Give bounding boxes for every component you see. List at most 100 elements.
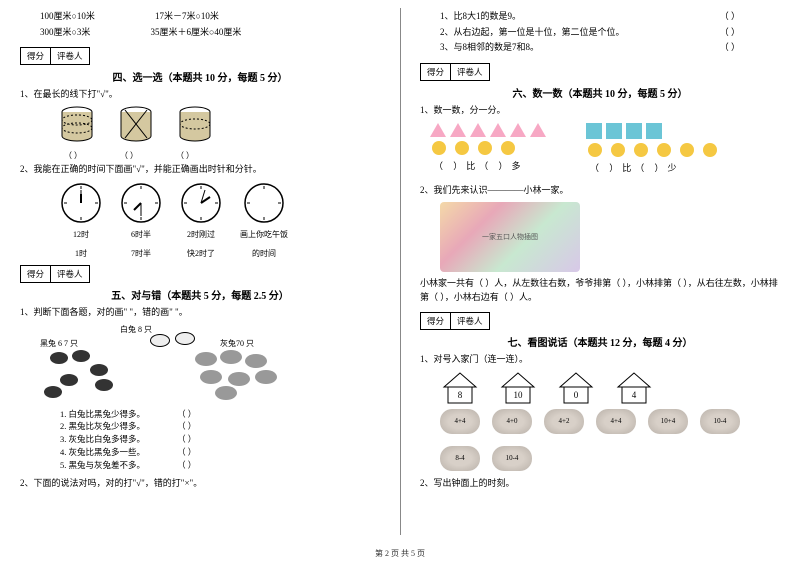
white-rabbit-label: 白兔 8 只 [120,324,152,335]
bracket-2: （ ） [120,150,138,161]
circle-icon [432,141,446,155]
s6-q1: 1、数一数，分一分。 [420,104,780,118]
svg-text:0: 0 [574,390,579,400]
s5-q1: 1、判断下面各题，对的画" "，错的画" "。 [20,306,380,320]
circle-icon [634,143,648,157]
rtf-1: 1、比8大1的数是9。 [440,10,521,24]
s5-q2: 2、下面的说法对吗，对的打"√"，错的打"×"。 [20,477,380,491]
clock-label-2b: 7时半 [120,248,162,259]
cylinder-row [60,106,380,146]
triangle-icon [470,123,486,137]
house-1: 8 [440,371,480,405]
score-label: 得分 [21,48,51,64]
s7-q2: 2、写出钟面上的时刻。 [420,477,780,491]
animal-6: 10-4 [700,409,740,434]
clock-4: 画上你吃午饭 的时间 [240,182,288,259]
circle-icon [501,141,515,155]
grader-label: 评卷人 [451,64,489,80]
animal-4: 4+4 [596,409,636,434]
circle-icon [611,143,625,157]
animal-5: 10+4 [648,409,688,434]
clock-label-1b: 1时 [60,248,102,259]
s6-q2: 2、我们先来认识————小林一家。 [420,184,780,198]
s7-q1: 1、对号入家门（连一连）。 [420,353,780,367]
tf-2: 2. 黑兔比灰兔少得多。 [60,421,145,431]
score-label: 得分 [421,64,451,80]
circle-icon [478,141,492,155]
section-7-title: 七、看图说话（本题共 12 分，每题 4 分） [420,334,780,349]
grader-label: 评卷人 [51,48,89,64]
section-6-title: 六、数一数（本题共 10 分，每题 5 分） [420,85,780,100]
house-4: 4 [614,371,654,405]
animals-row: 4+4 4+0 4+2 4+4 10+4 10-4 8-4 10-4 [440,409,760,471]
square-icon [626,123,642,139]
page-footer: 第 2 页 共 5 页 [0,548,800,559]
house-2: 10 [498,371,538,405]
circle-icon [455,141,469,155]
compare-less: （ ）比（ ）少 [590,161,717,174]
shapes-left: （ ）比（ ）多 [420,119,546,182]
rabbits-figure: 白兔 8 只 黑兔 6 7 只 灰兔70 只 [40,324,300,404]
square-icon [606,123,622,139]
cmp-1b: 17米－7米○10米 [155,10,219,24]
score-label: 得分 [421,313,451,329]
tf-statements: 1. 白兔比黑兔少得多。 （ ） 2. 黑兔比灰兔少得多。 （ ） 3. 灰兔比… [60,408,380,472]
triangle-icon [510,123,526,137]
house-3: 0 [556,371,596,405]
svg-text:10: 10 [514,390,524,400]
rtf-2: 2、从右边起，第一位是十位，第二位是个位。 [440,26,625,40]
score-label: 得分 [21,266,51,282]
clock-label-4: 画上你吃午饭 [240,229,288,240]
triangle-icon [430,123,446,137]
section-5-title: 五、对与错（本题共 5 分，每题 2.5 分） [20,287,380,302]
clock-label-3b: 快2时了 [180,248,222,259]
bracket-row: （ ） （ ） （ ） [64,150,380,161]
circle-icon [657,143,671,157]
tf-5: 5. 黑兔与灰兔差不多。 [60,460,145,470]
black-rabbit-label: 黑兔 6 7 只 [40,338,78,349]
clock-2: 6时半 7时半 [120,182,162,259]
cylinder-2 [119,106,153,146]
cylinder-3 [178,106,212,146]
animal-7: 8-4 [440,446,480,471]
comparison-block: 100厘米○10米 17米－7米○10米 300厘米○3米 35厘米＋6厘米○4… [40,10,380,39]
left-column: 100厘米○10米 17米－7米○10米 300厘米○3米 35厘米＋6厘米○4… [0,0,400,565]
compare-more: （ ）比（ ）多 [434,159,546,172]
animal-8: 10-4 [492,446,532,471]
circle-icon [680,143,694,157]
bracket-1: （ ） [64,150,82,161]
bracket-3: （ ） [176,150,194,161]
grader-label: 评卷人 [451,313,489,329]
cylinder-1 [60,106,94,146]
houses-row: 8 10 0 4 [440,371,780,405]
clock-1: 12时 1时 [60,182,102,259]
clock-label-1: 12时 [60,229,102,240]
shapes-right: （ ）比（ ）少 [576,119,717,182]
square-icon [586,123,602,139]
section-4-title: 四、选一选（本题共 10 分，每题 5 分） [20,69,380,84]
score-box-4: 得分 评卷人 [20,47,90,65]
right-column: 1、比8大1的数是9。（ ） 2、从右边起，第一位是十位，第二位是个位。（ ） … [400,0,800,565]
triangle-icon [450,123,466,137]
cmp-1a: 100厘米○10米 [40,10,95,24]
score-box-5: 得分 评卷人 [20,265,90,283]
right-tf-block: 1、比8大1的数是9。（ ） 2、从右边起，第一位是十位，第二位是个位。（ ） … [440,10,780,55]
animal-2: 4+0 [492,409,532,434]
clocks-row: 12时 1时 6时半 7时半 2时刚过 快2时了 画上你吃午饭 的时间 [60,182,380,259]
clock-label-2: 6时半 [120,229,162,240]
column-divider [400,8,401,535]
grader-label: 评卷人 [51,266,89,282]
triangle-icon [490,123,506,137]
cmp-2b: 35厘米＋6厘米○40厘米 [150,26,241,40]
family-text: 小林家一共有（ ）人，从左数往右数，爷爷排第（ ），小林排第（ ），从右往左数，… [420,276,780,305]
clock-3: 2时刚过 快2时了 [180,182,222,259]
svg-text:4: 4 [632,390,637,400]
circle-icon [588,143,602,157]
rtf-3: 3、与8相邻的数是7和8。 [440,41,539,55]
animal-3: 4+2 [544,409,584,434]
shapes-block: （ ）比（ ）多 （ ）比（ ）少 [420,119,780,182]
gray-rabbit-label: 灰兔70 只 [220,338,254,349]
svg-text:8: 8 [458,390,463,400]
family-illustration: 一家五口人物插图 [440,202,580,272]
animal-1: 4+4 [440,409,480,434]
